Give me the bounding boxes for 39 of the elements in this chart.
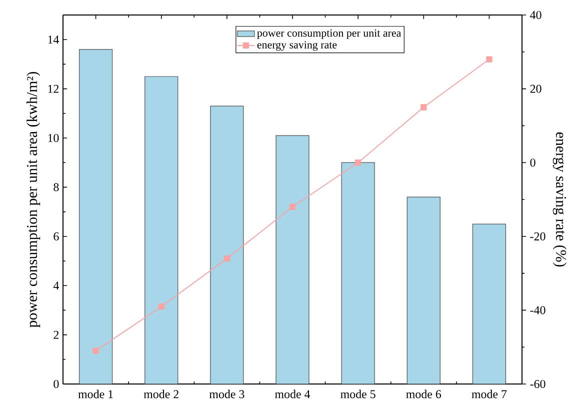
point xyxy=(486,56,492,62)
x-tick-label: mode 1 xyxy=(78,390,113,398)
legend-label: energy saving rate xyxy=(257,41,337,51)
y2-tick-label: -60 xyxy=(530,380,546,388)
bar xyxy=(276,135,310,384)
bar xyxy=(472,224,506,384)
x-tick-label: mode 3 xyxy=(209,390,244,398)
point xyxy=(92,348,99,354)
point xyxy=(289,204,296,210)
point xyxy=(354,160,362,166)
point xyxy=(158,303,164,310)
y-tick-label: 12 xyxy=(48,84,59,93)
legend-label: power consumption per unit area xyxy=(257,29,402,39)
bar xyxy=(144,76,178,384)
x-tick-label: mode 4 xyxy=(274,390,310,398)
y2-tick-label: -20 xyxy=(530,232,546,240)
y-tick-label: 8 xyxy=(54,183,59,192)
bar xyxy=(341,162,375,384)
y2-tick-label: 0 xyxy=(530,158,536,167)
x-tick-label: mode 7 xyxy=(472,390,507,398)
y2-tick-label: -40 xyxy=(530,306,546,314)
y-tick-label: 10 xyxy=(48,134,59,142)
point xyxy=(420,104,427,110)
bar xyxy=(78,49,113,384)
y-tick-label: 2 xyxy=(54,330,59,339)
y-axis-title: power consumption per unit area (kwh/m²) xyxy=(26,72,40,328)
y-tick-label: 4 xyxy=(53,282,59,290)
y-tick-label: 6 xyxy=(54,232,59,240)
point xyxy=(224,255,230,262)
y2-tick-label: 40 xyxy=(530,10,542,20)
y2-tick-label: 20 xyxy=(530,84,542,93)
x-tick-label: mode 5 xyxy=(340,390,376,398)
y2-axis-title: energy saving rate (%) xyxy=(552,132,566,267)
y-tick-label: 0 xyxy=(54,380,59,388)
x-tick-label: mode 6 xyxy=(406,390,442,398)
bar xyxy=(406,196,440,384)
bar xyxy=(210,106,244,384)
y-tick-label: 14 xyxy=(48,36,59,44)
x-tick-label: mode 2 xyxy=(144,390,178,398)
